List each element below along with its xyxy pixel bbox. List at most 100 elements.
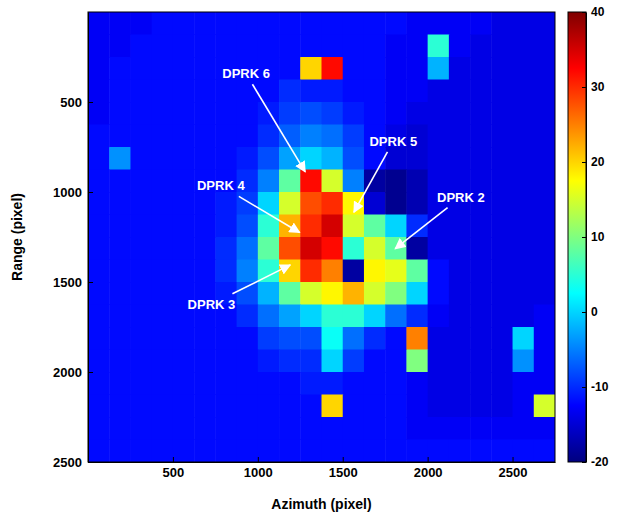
tick-mark (582, 12, 586, 13)
heatmap-cell (470, 102, 492, 125)
tick: 2500 (499, 457, 528, 480)
heatmap-cell (152, 147, 174, 170)
heatmap-cell (152, 35, 174, 58)
heatmap-cell (364, 80, 386, 103)
tick-mark (88, 462, 93, 463)
heatmap-cell (194, 395, 216, 418)
heatmap-cell (279, 305, 301, 328)
heatmap-cell (513, 147, 535, 170)
heatmap-cell (258, 192, 280, 215)
tick-label: 20 (591, 155, 605, 169)
heatmap-cell (194, 35, 216, 58)
heatmap-cell (385, 350, 407, 373)
heatmap-cell (322, 417, 344, 440)
tick: 1000 (244, 457, 273, 480)
heatmap-cell (470, 327, 492, 350)
heatmap-cell (258, 327, 280, 350)
heatmap-cell (470, 282, 492, 305)
heatmap-cell (215, 215, 237, 238)
heatmap-cell (491, 260, 513, 283)
tick: 500 (163, 457, 185, 480)
tick-mark (88, 282, 93, 283)
heatmap-cell (470, 80, 492, 103)
heatmap-cell (343, 282, 365, 305)
heatmap-cell (173, 372, 195, 395)
heatmap-cell (513, 80, 535, 103)
heatmap-cell (406, 102, 428, 125)
heatmap-cell (449, 327, 471, 350)
tick-mark (582, 462, 586, 463)
heatmap-cell (343, 12, 365, 35)
heatmap-cell (130, 372, 152, 395)
heatmap-cell (470, 147, 492, 170)
heatmap-cell (470, 350, 492, 373)
heatmap-cell (194, 12, 216, 35)
annotation-arrow (232, 265, 290, 294)
heatmap-cell (194, 192, 216, 215)
heatmap-cell (491, 125, 513, 148)
heatmap-cell (194, 125, 216, 148)
heatmap-cell (491, 372, 513, 395)
heatmap-cell (428, 395, 450, 418)
heatmap-cell (194, 147, 216, 170)
heatmap-cell (406, 147, 428, 170)
heatmap-cell (237, 260, 259, 283)
heatmap-cell (300, 125, 322, 148)
tick-label: 1000 (244, 465, 273, 480)
heatmap-cell (279, 327, 301, 350)
heatmap-cell (215, 260, 237, 283)
tick: 500 (60, 95, 93, 110)
heatmap-cell (109, 12, 131, 35)
heatmap-cell (152, 237, 174, 260)
heatmap-cell (385, 35, 407, 58)
heatmap-cell (194, 372, 216, 395)
heatmap-cell (534, 57, 555, 80)
heatmap-cell (194, 102, 216, 125)
tick-label: 2500 (499, 465, 528, 480)
heatmap-cell (109, 305, 131, 328)
heatmap-cell (300, 395, 322, 418)
tick-label: 2000 (414, 465, 443, 480)
heatmap-cell (449, 305, 471, 328)
heatmap-cell (109, 395, 131, 418)
heatmap-cell (88, 215, 110, 238)
heatmap-cell (343, 147, 365, 170)
heatmap-cell (215, 327, 237, 350)
heatmap-cell (491, 147, 513, 170)
heatmap-cell (513, 260, 535, 283)
heatmap-cell (470, 215, 492, 238)
heatmap-cell (470, 12, 492, 35)
heatmap-cell (491, 327, 513, 350)
heatmap-cell (194, 237, 216, 260)
heatmap-cell (364, 305, 386, 328)
heatmap-cell (300, 35, 322, 58)
annotation-arrow (252, 84, 305, 172)
tick: 10 (582, 230, 605, 244)
tick-mark (582, 312, 586, 313)
heatmap-cell (406, 237, 428, 260)
heatmap-cell (364, 192, 386, 215)
heatmap-cell (215, 102, 237, 125)
tick-label: 1000 (53, 185, 82, 200)
tick-mark (582, 387, 586, 388)
heatmap-cell (428, 125, 450, 148)
heatmap-cell (109, 102, 131, 125)
heatmap-cell (534, 372, 555, 395)
heatmap-cell (449, 147, 471, 170)
heatmap-cell (364, 102, 386, 125)
tick-mark (88, 102, 93, 103)
heatmap-cell (364, 327, 386, 350)
heatmap-cell (258, 102, 280, 125)
heatmap-cell (173, 260, 195, 283)
heatmap-cell (215, 192, 237, 215)
heatmap-cell (513, 57, 535, 80)
heatmap-cell (109, 282, 131, 305)
heatmap-cell (343, 350, 365, 373)
heatmap-cell (470, 125, 492, 148)
heatmap-cell (152, 372, 174, 395)
heatmap-cell (385, 215, 407, 238)
heatmap-cell (88, 57, 110, 80)
heatmap-cell (130, 12, 152, 35)
heatmap-cell (343, 372, 365, 395)
heatmap-cell (173, 125, 195, 148)
